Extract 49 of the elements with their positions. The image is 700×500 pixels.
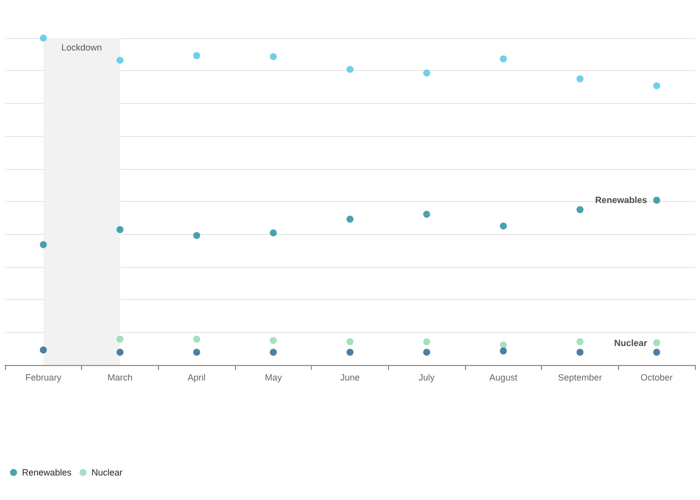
point bbox=[576, 206, 584, 214]
x-tick-label: February bbox=[25, 372, 62, 382]
point bbox=[500, 55, 507, 62]
point bbox=[40, 34, 47, 42]
point bbox=[193, 336, 200, 343]
point bbox=[193, 52, 200, 60]
point bbox=[500, 342, 507, 349]
point bbox=[500, 347, 507, 354]
point bbox=[116, 336, 124, 343]
point bbox=[116, 226, 124, 234]
point bbox=[270, 336, 277, 344]
point bbox=[346, 66, 354, 73]
point bbox=[653, 196, 660, 204]
point bbox=[270, 229, 277, 236]
legend-label: Renewables bbox=[22, 468, 72, 478]
point bbox=[193, 232, 200, 240]
legend-label: Nuclear bbox=[92, 468, 123, 478]
x-tick-label: March bbox=[107, 372, 133, 382]
point bbox=[653, 348, 660, 356]
point bbox=[653, 82, 660, 90]
band-label: Lockdown bbox=[61, 42, 102, 52]
point bbox=[423, 348, 430, 356]
point bbox=[346, 348, 354, 356]
point bbox=[270, 53, 277, 60]
point bbox=[423, 69, 430, 76]
point bbox=[116, 56, 124, 64]
point bbox=[346, 338, 354, 346]
x-tick-label: May bbox=[264, 372, 282, 382]
point bbox=[346, 216, 354, 223]
point bbox=[116, 348, 124, 356]
text: Nuclear bbox=[614, 338, 648, 348]
point bbox=[576, 75, 584, 82]
point bbox=[270, 348, 277, 356]
x-tick-label: October bbox=[640, 372, 673, 382]
point bbox=[423, 338, 430, 346]
x-tick-label: July bbox=[418, 372, 436, 382]
x-tick-label: August bbox=[489, 372, 518, 382]
x-tick-label: April bbox=[188, 372, 206, 382]
point bbox=[500, 222, 507, 230]
point bbox=[40, 241, 47, 248]
point bbox=[40, 346, 47, 354]
point bbox=[193, 348, 200, 356]
point bbox=[576, 338, 584, 346]
x-tick-label: September bbox=[558, 372, 602, 382]
point bbox=[423, 210, 430, 218]
text: Renewables bbox=[595, 195, 648, 206]
x-tick-label: June bbox=[340, 372, 360, 382]
point bbox=[653, 339, 660, 346]
point bbox=[576, 348, 584, 356]
